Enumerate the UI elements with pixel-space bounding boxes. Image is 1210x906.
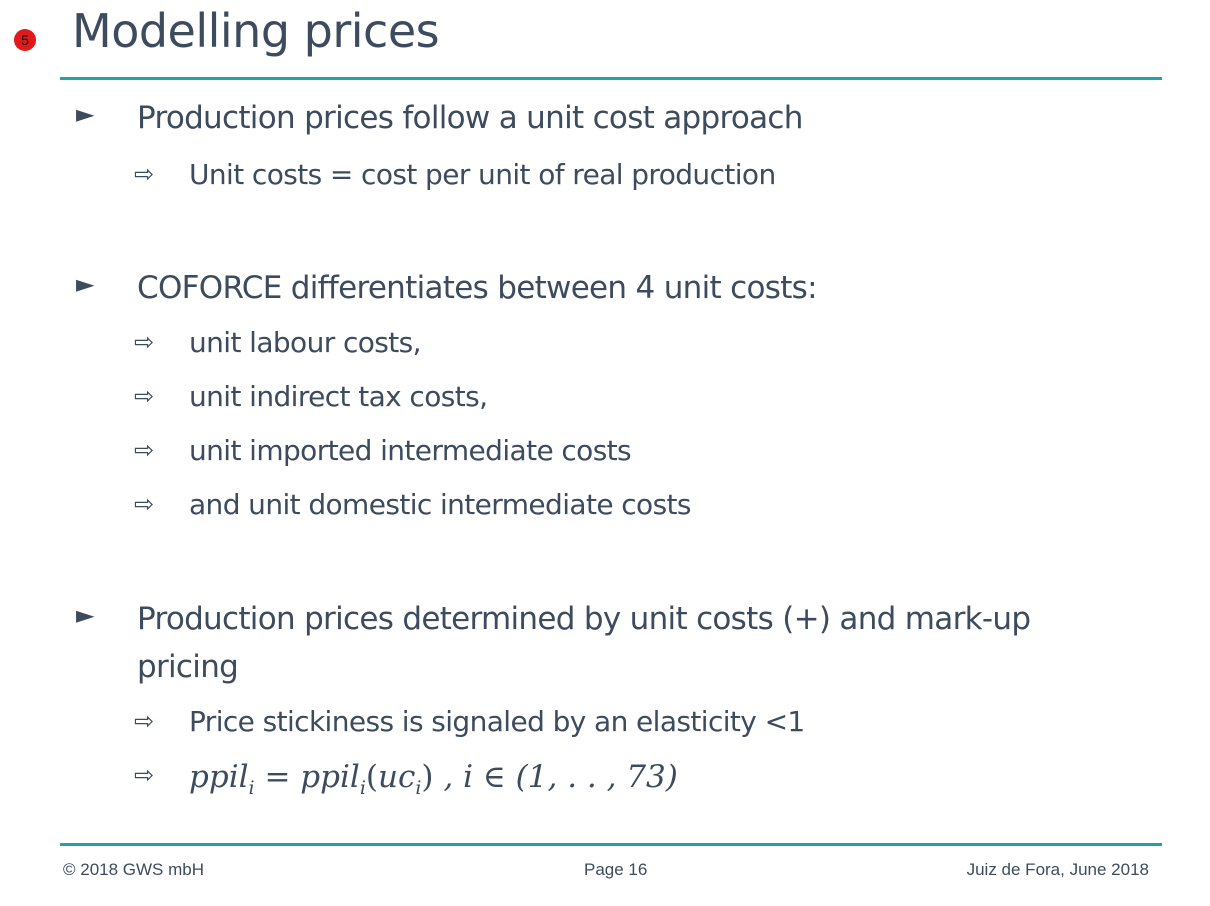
sub-bullet-item: ⇨ Price stickiness is signaled by an ela… (0, 705, 1210, 759)
arrow-bullet-icon: ⇨ (134, 490, 155, 518)
bullet-group-1: ► Production prices follow a unit cost a… (0, 100, 1210, 212)
sub-bullet-item: ⇨ ppili = ppili(uci) , i ∈ (1, . . , 73) (0, 759, 1210, 813)
arrow-bullet-icon: ⇨ (134, 761, 155, 789)
arrow-bullet-icon: ⇨ (134, 436, 155, 464)
slide-title: Modelling prices (72, 4, 440, 58)
bullet-group-2: ► COFORCE differentiates between 4 unit … (0, 270, 1210, 542)
formula-argument: uc (378, 759, 416, 795)
formula-equals: = (254, 759, 301, 795)
sub-bullet-text: unit labour costs, (189, 326, 422, 359)
triangle-bullet-icon: ► (76, 100, 95, 128)
bullet-item: ► Production prices determined by unit c… (0, 601, 1210, 641)
bullet-text-line-1: Production prices determined by unit cos… (137, 601, 1031, 637)
sub-bullet-item: ⇨ unit indirect tax costs, (0, 380, 1210, 434)
sub-bullet-item: ⇨ unit labour costs, (0, 326, 1210, 380)
formula-subscript: i (248, 777, 255, 800)
formula-index-range: , i ∈ (1, . . , 73) (433, 759, 678, 795)
bullet-group-3: ► Production prices determined by unit c… (0, 601, 1210, 813)
arrow-bullet-icon: ⇨ (134, 328, 155, 356)
sub-bullet-item: ⇨ unit imported intermediate costs (0, 434, 1210, 488)
formula-subscript: i (359, 777, 366, 800)
triangle-bullet-icon: ► (76, 601, 95, 629)
footer-location-date: Juiz de Fora, June 2018 (966, 860, 1149, 879)
triangle-bullet-icon: ► (76, 270, 95, 298)
arrow-bullet-icon: ⇨ (134, 707, 155, 735)
bullet-item: ► COFORCE differentiates between 4 unit … (0, 270, 1210, 310)
sub-bullet-text: unit indirect tax costs, (189, 380, 488, 413)
sub-bullet-text: Unit costs = cost per unit of real produ… (189, 158, 776, 191)
formula-lhs: ppil (189, 759, 249, 795)
sub-bullet-item: ⇨ Unit costs = cost per unit of real pro… (0, 158, 1210, 212)
footer-copyright: © 2018 GWS mbH (63, 860, 205, 879)
price-formula: ppili = ppili(uci) , i ∈ (1, . . , 73) (189, 759, 678, 800)
sub-bullet-text: unit imported intermediate costs (189, 434, 632, 467)
title-divider (60, 77, 1162, 80)
footer-page-number: Page 16 (584, 860, 648, 879)
footer-divider (60, 843, 1162, 846)
bullet-text-line-2: pricing (137, 649, 239, 685)
formula-subscript: i (415, 777, 422, 800)
slide-number-badge: 5 (14, 29, 36, 51)
sub-bullet-item: ⇨ and unit domestic intermediate costs (0, 488, 1210, 542)
sub-bullet-text: Price stickiness is signaled by an elast… (189, 705, 805, 738)
bullet-item: ► Production prices follow a unit cost a… (0, 100, 1210, 140)
formula-rhs: ppil (300, 759, 360, 795)
sub-bullet-text: and unit domestic intermediate costs (189, 488, 692, 521)
bullet-text: COFORCE differentiates between 4 unit co… (137, 270, 818, 306)
bullet-text: Production prices follow a unit cost app… (137, 100, 803, 136)
arrow-bullet-icon: ⇨ (134, 160, 155, 188)
arrow-bullet-icon: ⇨ (134, 382, 155, 410)
bullet-item-continuation: pricing (0, 649, 1210, 689)
